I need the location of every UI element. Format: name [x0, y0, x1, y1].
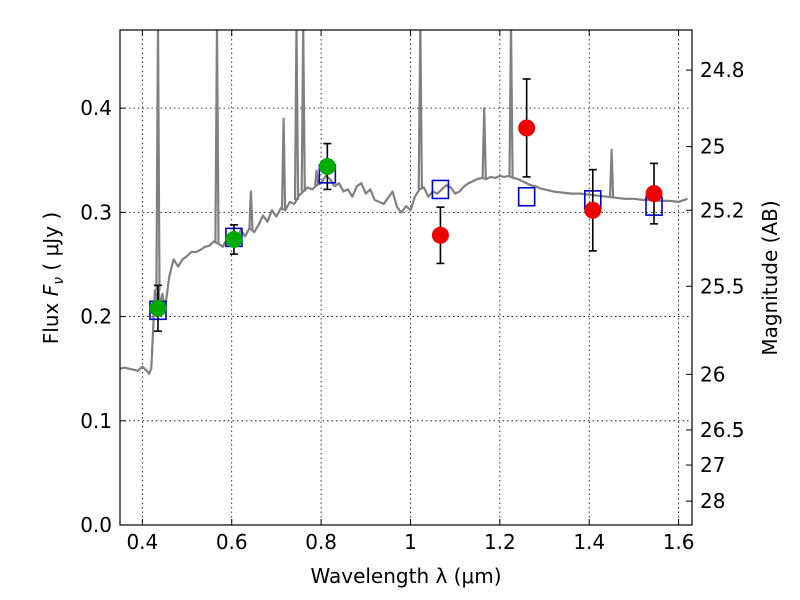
right-tick-label: 26.5	[700, 418, 745, 442]
x-tick-label: 1.2	[484, 530, 516, 554]
right-tick-label: 25.2	[700, 198, 745, 222]
right-tick-label: 28	[700, 489, 725, 513]
green-circle-marker	[318, 158, 336, 176]
blue-square-marker	[517, 186, 536, 207]
emission-line-spike	[293, 30, 300, 200]
emission-line-spike	[508, 30, 514, 177]
right-tick-label: 24.8	[700, 58, 745, 82]
x-tick-label: 1.6	[663, 530, 695, 554]
y-tick-label: 0.3	[80, 200, 112, 224]
y-axis-title: Flux Fν ( μJy )	[39, 212, 67, 344]
emission-line-spike	[214, 30, 220, 244]
photometry-points	[149, 78, 663, 332]
red-circle-marker	[518, 119, 536, 137]
model-spectrum	[120, 30, 688, 375]
x-tick-label: 0.6	[216, 530, 248, 554]
x-tick-label: 0.4	[126, 530, 158, 554]
y-tick-label: 0.1	[80, 409, 112, 433]
emission-line-spike	[300, 30, 306, 192]
green-circle-marker	[225, 230, 243, 248]
emission-line-spike	[155, 30, 161, 291]
x-tick-label: 0.8	[305, 530, 337, 554]
red-circle-marker	[584, 201, 602, 219]
plot-background	[120, 30, 692, 525]
emission-line-spike	[481, 107, 487, 179]
blue-square-marker	[431, 179, 450, 200]
y-tick-label: 0.0	[80, 513, 112, 537]
y-tick-label: 0.4	[80, 96, 112, 120]
emission-line-spike	[280, 117, 287, 210]
x-axis-title: Wavelength λ (μm)	[310, 564, 501, 588]
right-tick-label: 26	[700, 362, 725, 386]
right-tick-label: 25.5	[700, 274, 745, 298]
axis-ticks: 0.4 0.6 0.8 1 1.2 1.4 1.6 0.0 0.1 0.2 0.3 0.4 24.8 25…	[80, 30, 745, 554]
emission-line-spike	[417, 30, 423, 190]
emission-line-spike	[608, 148, 615, 198]
green-circle-marker	[149, 299, 167, 317]
emission-line-spike	[314, 169, 320, 186]
x-tick-label: 1.4	[573, 530, 605, 554]
x-tick-label: 1	[404, 530, 417, 554]
emission-line-spike	[248, 190, 254, 230]
red-circle-marker	[645, 185, 663, 203]
y-tick-label: 0.2	[80, 305, 112, 329]
right-axis-title: Magnitude (AB)	[758, 200, 782, 355]
right-tick-label: 27	[700, 453, 725, 477]
right-tick-label: 25	[700, 135, 725, 159]
model-continuum-line	[120, 174, 688, 375]
red-circle-marker	[431, 226, 449, 244]
plot-frame	[119, 29, 693, 526]
